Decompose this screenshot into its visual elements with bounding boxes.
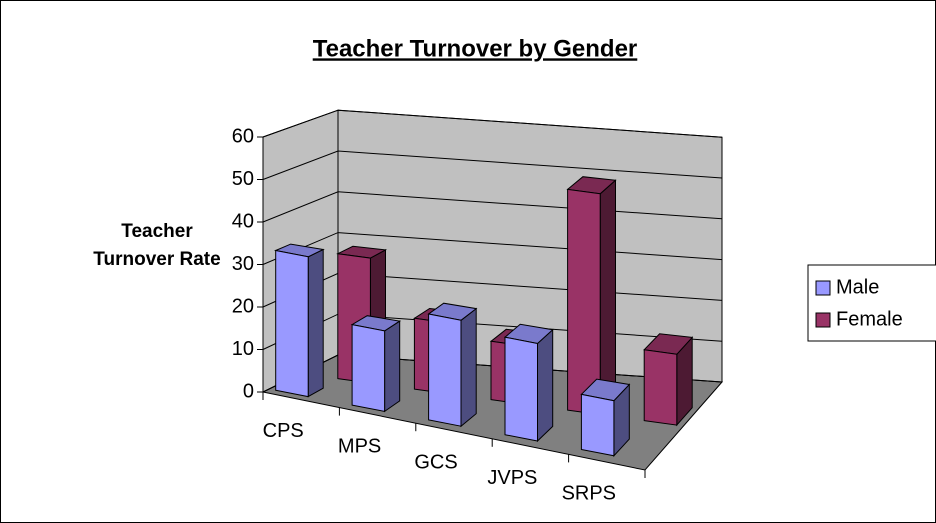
bar (275, 249, 309, 398)
bar (428, 313, 462, 427)
bar-side (537, 328, 554, 443)
y-tick-label: 30 (232, 253, 254, 275)
bar (504, 336, 538, 442)
grid-line (262, 109, 723, 138)
bar-side (384, 320, 401, 413)
bar-side (599, 179, 616, 416)
y-tick-label: 10 (232, 338, 254, 360)
y-tick-label: 40 (232, 210, 254, 232)
y-tick-label: 60 (232, 125, 254, 147)
x-tick-label: MPS (338, 436, 381, 458)
grid-line (262, 150, 723, 180)
y-axis-label: Teacher Turnover Rate (93, 221, 221, 270)
y-tick-label: 0 (243, 380, 254, 402)
x-tick-label: JVPS (487, 467, 537, 489)
bar (643, 349, 678, 426)
bar-side (307, 248, 324, 398)
bar-side (460, 307, 477, 428)
bar (580, 393, 615, 457)
x-tick-label: GCS (414, 451, 457, 473)
chart-title: Teacher Turnover by Gender (313, 35, 638, 62)
x-tick-label: SRPS (562, 482, 616, 504)
bar (351, 323, 386, 413)
legend-label: Female (836, 308, 903, 330)
x-tick-label: CPS (263, 420, 304, 442)
y-tick-label: 50 (232, 168, 254, 190)
legend-swatch (815, 312, 831, 328)
legend-label: Male (836, 276, 879, 298)
legend-swatch (815, 280, 831, 296)
y-tick-label: 20 (232, 295, 254, 317)
legend-box (807, 264, 936, 342)
